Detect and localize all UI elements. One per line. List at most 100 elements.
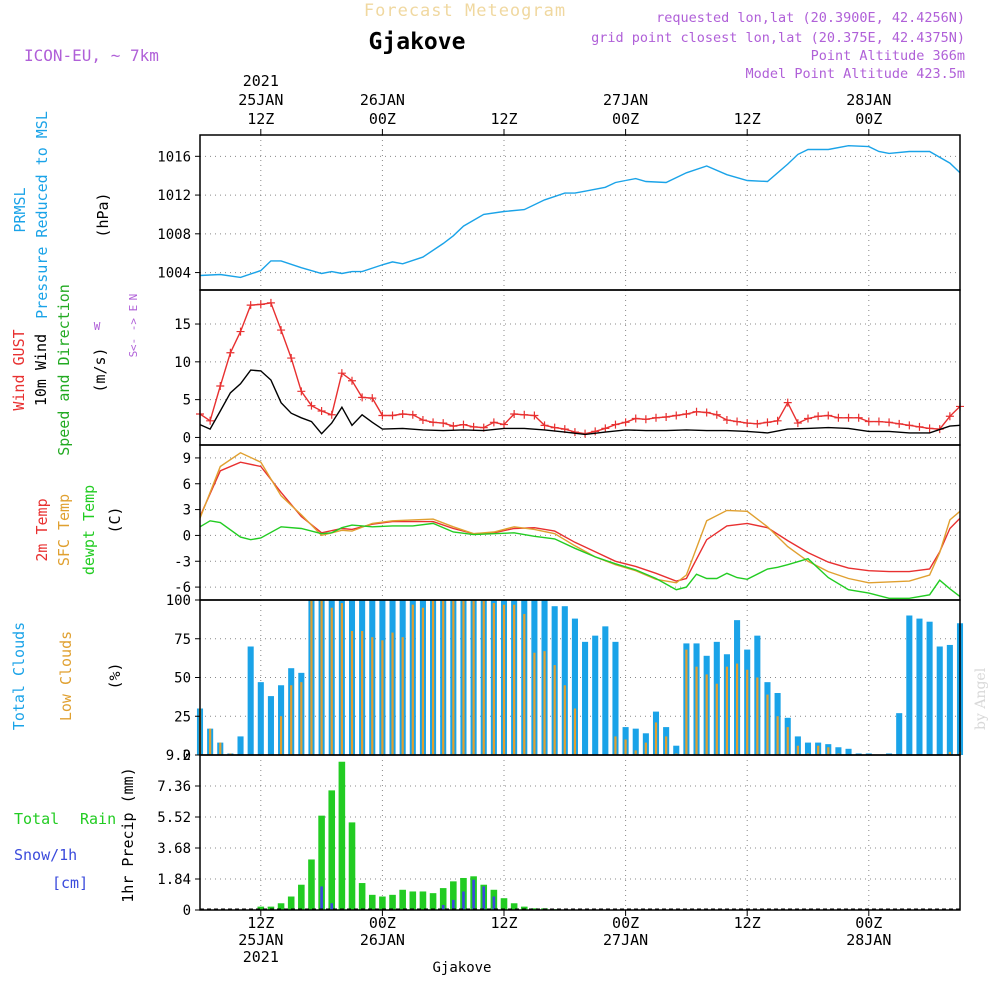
gust-point [834,413,843,422]
total-cloud-bar [804,742,812,755]
gust-point [601,424,610,433]
temperature-ytick-label: -6 [174,580,191,596]
gust-point [722,416,731,425]
low-cloud-bar [371,637,374,755]
wind-unit-label: (m/s) [91,347,109,392]
gust-point [216,382,225,391]
rain-bar [318,815,325,910]
temp-label-2m: 2m Temp [33,498,51,561]
total-cloud-bar [946,644,953,755]
temp-unit-label: (C) [106,506,124,533]
gust-point [591,427,600,436]
gust-point [895,419,904,428]
wind-label-10m: 10m Wind [32,334,50,406]
wind-ytick-label: 15 [174,317,191,333]
top-time-label: 25JAN [238,91,283,109]
top-time-label: 27JAN [603,91,648,109]
rain-bar [429,893,437,910]
compass-axis: <- -> E [127,305,140,351]
rain-bar [328,790,336,910]
gust-point [773,416,782,425]
low-cloud-bar [685,649,688,755]
bottom-time-label: 12Z [247,914,274,932]
low-cloud-bar [543,651,546,755]
rain-bar [450,881,457,910]
snow-bar [482,886,486,910]
top-time-label: 26JAN [360,91,405,109]
temperature-ytick-label: 9 [183,451,191,467]
location-title: Gjakove [369,29,466,55]
low-cloud-bar [300,682,303,755]
low-cloud-bar [624,739,627,755]
low-cloud-bar [290,685,293,755]
rain-bar [267,906,275,910]
gust-point [398,410,407,418]
gust-point [358,393,367,402]
gust-point [378,411,387,420]
gust-point [702,408,711,417]
low-cloud-bar [391,632,394,755]
gust-point [246,301,255,310]
total-cloud-bar [582,641,589,755]
low-cloud-bar [442,600,445,755]
wind-series-speed-line [199,369,961,436]
top-time-label: 12Z [734,110,761,128]
low-cloud-bar [715,683,718,755]
gust-point [753,419,762,428]
total-cloud-bar [865,753,872,755]
precip-ytick-label: 7.36 [157,779,191,795]
rain-bar [520,906,528,910]
precip-label-total: Total [14,810,59,828]
gust-point [652,413,660,422]
faint-title: Forecast Meteogram [364,1,566,21]
gust-point [814,412,823,421]
low-cloud-bar [563,685,566,755]
snow-bar [441,904,445,910]
total-cloud-bar [855,753,862,755]
low-cloud-bar [614,736,617,755]
gust-point [388,411,397,420]
total-cloud-bar [632,728,639,755]
gust-point [489,418,498,427]
gust-point [844,413,853,422]
total-cloud-bar [247,646,254,755]
bottom-location: Gjakove [432,960,491,976]
rain-bar [389,894,396,910]
top-time-label: 12Z [490,110,517,128]
snow-bar [492,896,496,910]
low-cloud-bar [948,751,951,755]
low-cloud-bar [573,708,577,755]
rain-bar [358,883,366,910]
low-cloud-bar [817,745,820,755]
low-cloud-bar [462,600,465,755]
gust-point [439,419,448,428]
precip-frame [199,754,961,911]
gust-point [317,406,326,415]
info-line-2: grid point closest lon,lat (20.375E, 42.… [591,30,965,46]
gust-point [206,416,215,425]
clouds-label-low: Low Clouds [57,631,75,721]
gust-point [804,414,812,423]
clouds-ytick-label: 25 [174,709,191,725]
gust-point [874,417,883,426]
gust-point [945,412,954,421]
pressure-ytick-label: 1016 [157,149,191,165]
bottom-time-label: 27JAN [603,931,648,949]
bottom-time-label: 12Z [490,914,517,932]
low-cloud-bar [330,607,333,755]
gust-point [287,354,296,363]
rain-bar [419,891,427,910]
rain-bar [379,896,386,910]
clouds-ytick-label: 0 [183,748,191,764]
gust-point [277,326,286,335]
gust-point [266,298,275,307]
gust-point [540,421,549,430]
model-label: ICON-EU, ~ 7km [24,46,159,65]
low-cloud-bar [796,745,799,755]
rain-bar [510,903,518,910]
low-cloud-bar [310,600,313,755]
low-cloud-bar [827,747,830,755]
low-cloud-bar [279,716,283,755]
gust-point [469,422,478,431]
low-cloud-bar [654,722,658,755]
